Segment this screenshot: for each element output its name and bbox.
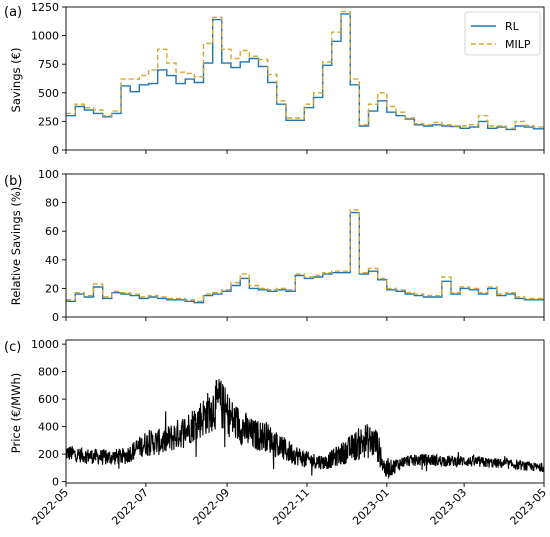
y-tick-label: 40: [45, 254, 59, 267]
y-tick-label: 800: [38, 366, 59, 379]
legend-milp-label: MILP: [505, 38, 531, 51]
x-tick-label: 2022-05: [29, 486, 71, 528]
x-tick-label: 2023-05: [507, 486, 549, 528]
series-milp-line: [66, 209, 544, 302]
y-tick-label: 0: [52, 311, 59, 324]
panel-b-label: (b): [4, 174, 22, 189]
panel-relative-savings: (b) Relative Savings (%) 0 20 40 60 80 100: [4, 168, 545, 324]
panel-a-series: [66, 10, 544, 131]
panel-c-ylabel: Price (€/MWh): [9, 373, 23, 453]
y-tick-label: 20: [45, 282, 59, 295]
y-tick-label: 750: [38, 58, 59, 71]
panel-c-label: (c): [4, 340, 21, 355]
legend-rl-label: RL: [505, 20, 520, 33]
x-tick-label: 2022-07: [109, 486, 151, 528]
panel-a-ticks: 0 250 500 750 1000 1250: [31, 1, 545, 157]
y-tick-label: 1000: [31, 30, 59, 43]
y-tick-label: 600: [38, 393, 59, 406]
panel-b-series: [66, 209, 544, 304]
panel-c-ticks: 0 200 400 600 800 1000: [31, 338, 545, 489]
y-tick-label: 500: [38, 87, 59, 100]
legend: RL MILP: [464, 11, 541, 56]
y-tick-label: 1250: [31, 1, 59, 14]
y-tick-label: 200: [38, 448, 59, 461]
panel-savings: (a) Savings (€) 0 250 500 750 1000 1250 RL MI…: [4, 1, 545, 157]
x-tick-label: 2023-03: [428, 486, 470, 528]
y-tick-label: 0: [52, 144, 59, 157]
y-tick-label: 1000: [31, 338, 59, 351]
panel-b-ylabel: Relative Savings (%): [9, 187, 23, 306]
panel-c-frame: [65, 339, 545, 484]
y-tick-label: 60: [45, 225, 59, 238]
x-axis-tick-labels: 2022-05 2022-07 2022-09 2022-11 2023-01 2023-…: [29, 486, 549, 528]
panel-a-frame: [65, 6, 545, 151]
x-tick-label: 2023-01: [350, 486, 392, 528]
panel-a-ylabel: Savings (€): [9, 48, 23, 113]
panel-c-series: [65, 379, 545, 480]
y-tick-label: 80: [45, 197, 59, 210]
y-tick-label: 250: [38, 115, 59, 128]
panel-b-frame: [65, 173, 545, 318]
y-tick-label: 100: [38, 168, 59, 181]
series-milp-line: [66, 10, 544, 129]
panel-a-label: (a): [4, 5, 22, 20]
panel-price: (c) Price (€/MWh) 0 200 400 600 800 1000: [4, 338, 545, 489]
x-tick-label: 2022-11: [270, 486, 312, 528]
y-tick-label: 0: [52, 476, 59, 489]
panel-b-ticks: 0 20 40 60 80 100: [38, 168, 545, 324]
series-price-line: [65, 379, 545, 480]
x-tick-label: 2022-09: [191, 486, 233, 528]
series-rl-line: [66, 211, 544, 304]
y-tick-label: 400: [38, 421, 59, 434]
